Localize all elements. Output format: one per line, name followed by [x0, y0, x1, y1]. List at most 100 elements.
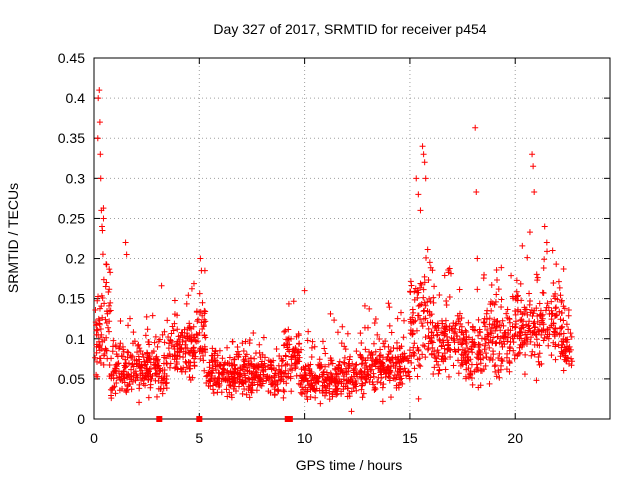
data-point — [106, 266, 113, 273]
data-point — [331, 317, 338, 324]
data-point — [548, 298, 555, 305]
data-point — [530, 320, 537, 327]
data-point — [305, 328, 312, 335]
data-point — [459, 346, 466, 353]
data-point — [404, 369, 411, 376]
data-point — [150, 348, 157, 355]
data-point — [288, 388, 295, 395]
data-point — [298, 390, 305, 397]
data-point-outlier — [417, 207, 424, 214]
data-point — [341, 360, 348, 367]
data-point — [286, 348, 293, 355]
data-point — [386, 374, 393, 381]
data-point — [431, 348, 438, 355]
data-point — [316, 356, 323, 363]
data-point — [488, 281, 495, 288]
data-point-outlier — [531, 188, 538, 195]
data-point — [106, 361, 113, 368]
data-point-outlier — [530, 163, 537, 170]
data-point — [421, 299, 428, 306]
data-point — [394, 315, 401, 322]
data-point — [513, 277, 520, 284]
data-point — [186, 324, 193, 331]
data-point — [529, 348, 536, 355]
data-point — [431, 283, 438, 290]
data-point — [317, 400, 324, 407]
data-point — [424, 346, 431, 353]
data-point — [331, 378, 338, 385]
data-point — [558, 297, 565, 304]
data-point — [347, 378, 354, 385]
data-point — [565, 312, 572, 319]
data-point — [486, 380, 493, 387]
data-point — [193, 331, 200, 338]
data-point — [348, 388, 355, 395]
data-point — [111, 383, 118, 390]
data-point — [214, 352, 221, 359]
data-point — [462, 375, 469, 382]
data-point — [446, 293, 453, 300]
data-point — [275, 371, 282, 378]
data-point — [357, 367, 364, 374]
data-point — [218, 370, 225, 377]
data-point — [492, 327, 499, 334]
data-point — [441, 324, 448, 331]
data-point — [489, 321, 496, 328]
data-point — [537, 307, 544, 314]
data-point — [358, 374, 365, 381]
data-point — [378, 371, 385, 378]
data-point — [490, 334, 497, 341]
data-point — [419, 323, 426, 330]
data-point — [149, 312, 156, 319]
data-point — [474, 365, 481, 372]
data-point — [240, 357, 247, 364]
data-point — [311, 343, 318, 350]
data-point — [357, 352, 364, 359]
data-point — [443, 298, 450, 305]
data-point — [497, 366, 504, 373]
data-point — [407, 327, 414, 334]
data-point — [499, 317, 506, 324]
data-point — [399, 380, 406, 387]
data-point — [188, 285, 195, 292]
data-point — [209, 362, 216, 369]
data-point — [397, 373, 404, 380]
data-point — [113, 379, 120, 386]
data-point — [476, 347, 483, 354]
data-point — [130, 329, 137, 336]
y-tick-label: 0.2 — [66, 251, 86, 267]
data-point — [377, 366, 384, 373]
data-point — [487, 329, 494, 336]
data-point — [329, 391, 336, 398]
data-point — [387, 357, 394, 364]
data-point — [429, 344, 436, 351]
data-point — [455, 370, 462, 377]
data-point — [252, 368, 259, 375]
data-point — [401, 317, 408, 324]
data-point — [171, 356, 178, 363]
data-point — [304, 337, 311, 344]
data-point — [370, 381, 377, 388]
data-point — [221, 361, 228, 368]
data-point — [93, 327, 100, 334]
data-point — [507, 345, 514, 352]
data-point — [447, 354, 454, 361]
data-point — [465, 348, 472, 355]
data-point — [557, 353, 564, 360]
data-point — [136, 356, 143, 363]
data-point — [256, 341, 263, 348]
data-point-outlier — [529, 151, 536, 158]
y-tick-label: 0.15 — [58, 291, 85, 307]
data-point — [529, 313, 536, 320]
data-point — [406, 375, 413, 382]
data-point — [171, 320, 178, 327]
zero-marker — [196, 416, 203, 422]
data-point — [239, 366, 246, 373]
data-point — [377, 379, 384, 386]
data-point-outlier — [420, 151, 427, 158]
data-point — [548, 310, 555, 317]
data-point — [200, 323, 207, 330]
data-point — [386, 356, 393, 363]
data-point — [234, 344, 241, 351]
data-point — [178, 329, 185, 336]
